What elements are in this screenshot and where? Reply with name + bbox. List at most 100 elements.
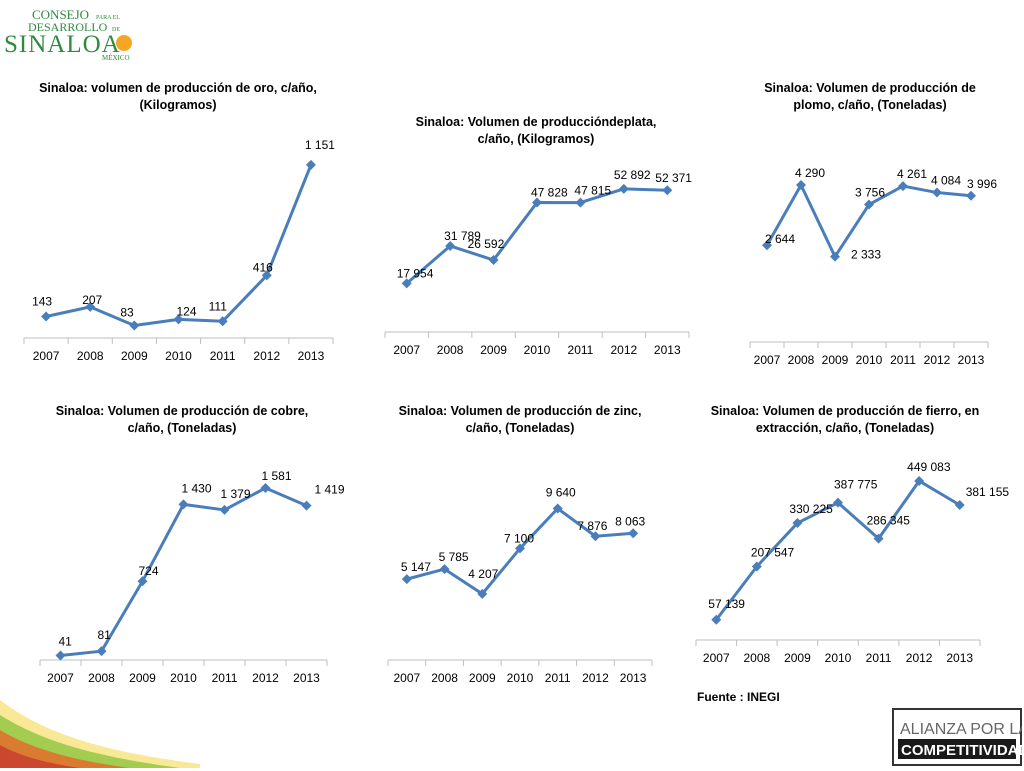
x-tick-label: 2010	[524, 343, 551, 357]
data-point-marker	[301, 500, 312, 511]
x-tick-label: 2012	[611, 343, 638, 357]
data-label: 47 828	[531, 186, 568, 200]
x-tick-label: 2011	[866, 651, 892, 665]
x-tick-label: 2008	[431, 671, 458, 685]
chart-title-line: Sinaloa: volumen de producción de oro, c…	[39, 81, 317, 95]
x-tick-label: 2012	[582, 671, 609, 685]
data-label: 5 785	[439, 550, 469, 564]
data-label: 111	[209, 299, 228, 313]
chart-title-line: Sinaloa: Volumen de producción de fierro…	[711, 404, 980, 418]
logo-line3: SINALOA	[4, 31, 121, 58]
data-label: 286 345	[867, 514, 911, 528]
data-point-marker	[662, 185, 673, 196]
x-tick-label: 2010	[856, 353, 883, 367]
data-point-marker	[792, 518, 803, 529]
x-tick-label: 2010	[165, 349, 192, 363]
x-tick-label: 2007	[33, 349, 60, 363]
data-label: 26 592	[468, 237, 505, 251]
chart-title-line: (Kilogramos)	[139, 98, 216, 112]
data-point-marker	[217, 316, 228, 327]
data-label: 381 155	[966, 485, 1010, 499]
chart-title-line: Sinaloa: Volumen de producción de zinc,	[399, 404, 642, 418]
data-point-marker	[873, 533, 884, 544]
data-point-marker	[173, 314, 184, 325]
x-tick-label: 2009	[121, 349, 148, 363]
data-point-marker	[966, 190, 976, 201]
data-point-marker	[796, 180, 806, 191]
data-point-marker	[628, 528, 639, 539]
chart-title-line: Sinaloa: Volumen de producción de cobre,	[56, 404, 309, 418]
data-label: 9 640	[546, 486, 576, 500]
chart-title-line: Sinaloa: Volumen de produccióndeplata,	[416, 115, 657, 129]
logo-line1: CONSEJO	[32, 7, 89, 22]
x-tick-label: 2007	[394, 671, 421, 685]
x-tick-label: 2013	[654, 343, 681, 357]
x-tick-label: 2009	[822, 353, 849, 367]
chart-fierro: Sinaloa: Volumen de producción de fierro…	[680, 395, 1020, 695]
data-label: 4 290	[795, 166, 825, 180]
x-tick-label: 2008	[88, 671, 115, 685]
x-tick-label: 2011	[212, 671, 238, 685]
data-point-marker	[898, 181, 908, 192]
data-point-marker	[762, 240, 772, 251]
data-label: 3 996	[967, 177, 997, 191]
data-point-marker	[864, 199, 874, 210]
data-point-marker	[954, 500, 965, 511]
data-label: 330 225	[789, 502, 833, 516]
chart-oro-svg: Sinaloa: volumen de producción de oro, c…	[23, 81, 335, 363]
chart-title-line: c/año, (Toneladas)	[128, 421, 237, 435]
chart-zinc-svg: Sinaloa: Volumen de producción de zinc, c…	[387, 404, 653, 685]
data-label: 1 379	[221, 487, 251, 501]
data-point-marker	[41, 311, 52, 322]
x-tick-label: 2007	[754, 353, 781, 367]
x-tick-label: 2011	[568, 343, 594, 357]
chart-cobre: Sinaloa: Volumen de producción de cobre,…	[0, 395, 355, 695]
data-label: 1 151	[305, 138, 335, 152]
data-label: 57 139	[708, 597, 745, 611]
data-point-marker	[932, 187, 942, 198]
data-point-marker	[515, 543, 525, 554]
alianza-line2: COMPETITIVIDAD	[901, 742, 1022, 759]
chart-plata-svg: Sinaloa: Volumen de produccióndeplata, c/…	[384, 115, 692, 357]
chart-zinc: Sinaloa: Volumen de producción de zinc, c…	[358, 395, 678, 695]
source-note: Fuente : INEGI	[697, 690, 780, 704]
x-tick-label: 2010	[825, 651, 852, 665]
data-label: 5 147	[401, 560, 431, 574]
x-tick-label: 2009	[129, 671, 156, 685]
data-label: 47 815	[574, 184, 611, 198]
x-tick-label: 2007	[393, 343, 420, 357]
chart-plomo: Sinaloa: Volumen de producción de plomo, …	[716, 70, 1016, 380]
chart-title-line: plomo, c/año, (Toneladas)	[793, 98, 946, 112]
data-point-marker	[445, 240, 456, 251]
data-label: 7 876	[577, 519, 607, 533]
x-tick-label: 2013	[293, 671, 320, 685]
sun-icon	[116, 35, 132, 51]
x-tick-label: 2012	[253, 349, 280, 363]
data-label: 81	[98, 628, 112, 642]
data-label: 4 261	[897, 167, 927, 181]
data-point-marker	[488, 255, 499, 266]
x-tick-label: 2013	[958, 353, 985, 367]
data-label: 52 371	[655, 171, 692, 185]
data-point-marker	[401, 278, 412, 289]
data-label: 1 430	[182, 481, 212, 495]
data-point-marker	[96, 646, 107, 657]
chart-oro: Sinaloa: volumen de producción de oro, c…	[0, 70, 355, 380]
x-tick-label: 2008	[788, 353, 815, 367]
data-label: 4 207	[468, 567, 498, 581]
data-label: 143	[32, 294, 52, 308]
data-point-marker	[55, 650, 66, 661]
data-point-marker	[618, 183, 629, 194]
chart-title-line: Sinaloa: Volumen de producción de	[764, 81, 976, 95]
x-tick-label: 2007	[47, 671, 74, 685]
chart-title-line: c/año, (Kilogramos)	[478, 132, 595, 146]
x-tick-label: 2009	[480, 343, 507, 357]
data-label: 387 775	[834, 478, 878, 492]
chart-title-line: extracción, c/año, (Toneladas)	[756, 421, 934, 435]
x-tick-label: 2013	[620, 671, 647, 685]
x-tick-label: 2008	[77, 349, 104, 363]
data-point-marker	[137, 576, 148, 587]
data-label: 724	[139, 564, 159, 578]
chart-plomo-svg: Sinaloa: Volumen de producción de plomo, …	[749, 81, 997, 367]
data-point-marker	[833, 497, 843, 508]
